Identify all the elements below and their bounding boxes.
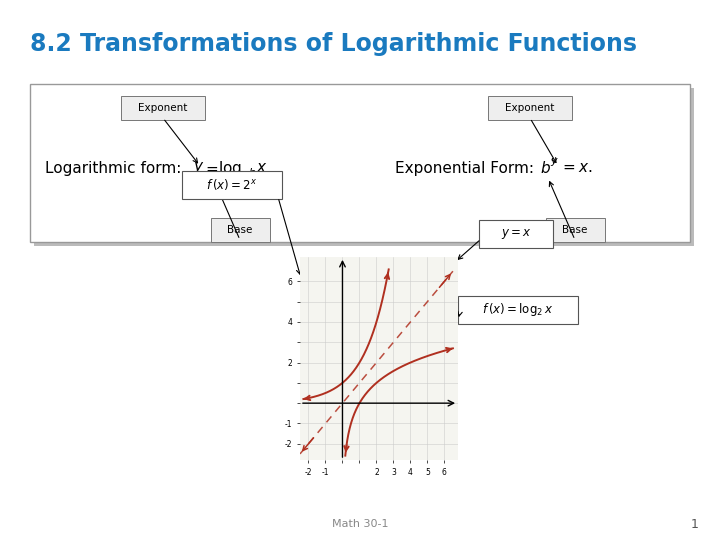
Text: $b$: $b$ — [540, 160, 551, 176]
FancyBboxPatch shape — [479, 220, 553, 248]
Text: $x$: $x$ — [256, 160, 268, 176]
FancyBboxPatch shape — [34, 88, 694, 246]
FancyBboxPatch shape — [458, 296, 578, 324]
Text: Logarithmic form:: Logarithmic form: — [45, 160, 186, 176]
Text: Math 30-1: Math 30-1 — [332, 519, 388, 529]
Text: Exponent: Exponent — [138, 103, 188, 113]
FancyBboxPatch shape — [30, 84, 690, 242]
FancyBboxPatch shape — [488, 96, 572, 120]
Text: Exponential Form:: Exponential Form: — [395, 160, 539, 176]
Text: $=$: $=$ — [203, 160, 219, 176]
Text: $f\,(x) = \log_2 x$: $f\,(x) = \log_2 x$ — [482, 301, 554, 319]
Text: $f\,(x) = 2^x$: $f\,(x) = 2^x$ — [207, 178, 258, 192]
Text: $y$: $y$ — [550, 156, 559, 168]
Text: 1: 1 — [691, 517, 699, 530]
Text: Exponent: Exponent — [505, 103, 554, 113]
Text: 8.2 Transformations of Logarithmic Functions: 8.2 Transformations of Logarithmic Funct… — [30, 32, 637, 56]
FancyBboxPatch shape — [210, 218, 269, 242]
Text: $y = x$: $y = x$ — [500, 227, 531, 241]
FancyBboxPatch shape — [121, 96, 205, 120]
Text: $y$: $y$ — [193, 160, 204, 176]
FancyBboxPatch shape — [182, 171, 282, 199]
Text: $= x.$: $= x.$ — [560, 160, 593, 176]
Text: $\mathrm{log}$: $\mathrm{log}$ — [218, 159, 242, 178]
Text: $b$: $b$ — [248, 166, 256, 178]
FancyBboxPatch shape — [546, 218, 605, 242]
Text: Base: Base — [562, 225, 588, 235]
Text: Base: Base — [228, 225, 253, 235]
